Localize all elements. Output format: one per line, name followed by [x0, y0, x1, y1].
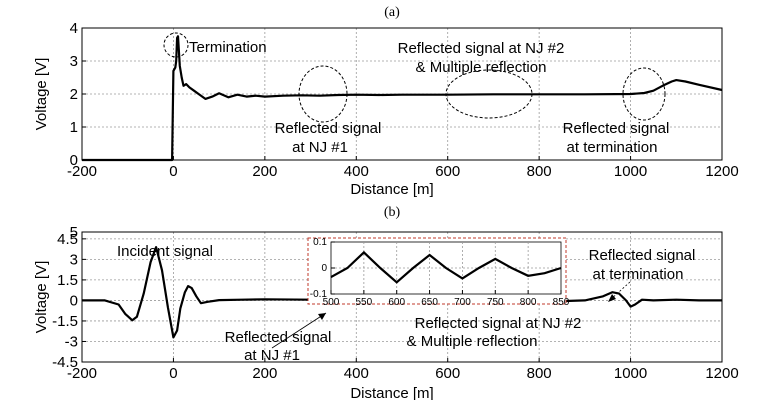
- inset-y-tick-label: 0.1: [313, 237, 327, 248]
- panel-b-x-tick-label: -200: [67, 365, 97, 382]
- panel-a-x-tick-label: 200: [252, 163, 277, 180]
- panel-b-x-tick-label: 600: [435, 365, 460, 382]
- inset-x-tick-label: 750: [487, 297, 504, 308]
- inset-x-tick-label: 650: [421, 297, 438, 308]
- panel-b-y-tick-label: -3: [65, 333, 78, 350]
- panel-b-x-tick-label: 0: [169, 365, 177, 382]
- panel-b-x-tick-label: 400: [344, 365, 369, 382]
- annotation-b-nj1-line2: at NJ #1: [244, 347, 300, 364]
- annotation-b-term-line1: Reflected signal: [589, 247, 696, 264]
- inset-y-ticks: 0.1 0 -0.1: [310, 237, 335, 300]
- panel-a-y-tick-label: 0: [70, 152, 78, 169]
- panel-a-y-tick-label: 3: [70, 53, 78, 70]
- annotation-b-nj2-line1: Reflected signal at NJ #2: [415, 315, 582, 332]
- arrow-nj1: [271, 312, 327, 349]
- panel-b-x-ticks: -200 0 200 400 600 800 1000 1200: [67, 358, 739, 382]
- inset-border: [307, 237, 567, 305]
- annotation-term-line1: Reflected signal: [563, 120, 670, 137]
- inset-x-tick-label: 550: [356, 297, 373, 308]
- nj2-circle: [445, 69, 533, 119]
- annotation-termination: Termination: [189, 39, 267, 56]
- inset-x-tick-label: 500: [323, 297, 340, 308]
- panel-b-y-tick-label: -4.5: [52, 354, 78, 371]
- inset-x-tick-label: 850: [553, 297, 570, 308]
- nj1-circle: [298, 65, 348, 123]
- panel-b: (b) -200 0 200 400 600 800 1000 1200 -4.5 -3 -1.5…: [33, 205, 739, 400]
- panel-b-y-tick-label: 5: [70, 224, 78, 241]
- panel-a-x-tick-label: 0: [169, 163, 177, 180]
- annotation-nj2-line1: Reflected signal at NJ #2: [398, 40, 565, 57]
- panel-b-title: (b): [384, 205, 401, 220]
- panel-b-y-tick-label: -1.5: [52, 313, 78, 330]
- panel-b-x-tick-label: 1200: [705, 365, 738, 382]
- panel-a-x-axis-label: Distance [m]: [350, 181, 433, 198]
- panel-b-y-tick-label: 1.5: [57, 272, 78, 289]
- annotation-nj1-line2: at NJ #1: [292, 139, 348, 156]
- inset-y-tick-label: -0.1: [310, 289, 328, 300]
- panel-a-x-tick-label: 400: [344, 163, 369, 180]
- panel-a-x-tick-label: 600: [435, 163, 460, 180]
- panel-b-series-line: [82, 246, 722, 339]
- inset-x-tick-label: 700: [454, 297, 471, 308]
- panel-a-x-tick-label: 1200: [705, 163, 738, 180]
- panel-a-y-axis-label: Voltage [V]: [33, 58, 50, 131]
- panel-a-title: (a): [384, 5, 400, 20]
- arrow-nj1-head: [318, 313, 326, 320]
- termination-reflection-circle: [622, 67, 666, 121]
- panel-b-y-tick-label: 4.5: [57, 231, 78, 248]
- termination-circle: [163, 32, 189, 58]
- inset-y-tick-label: 0: [321, 263, 327, 274]
- annotation-b-term-line2: at termination: [593, 266, 684, 283]
- panel-b-y-tick-label: 0: [70, 292, 78, 309]
- panel-a-x-tick-label: 800: [527, 163, 552, 180]
- annotation-incident: Incident signal: [117, 243, 213, 260]
- panel-a-x-ticks: -200 0 200 400 600 800 1000 1200: [67, 156, 739, 180]
- panel-a-y-tick-label: 1: [70, 119, 78, 136]
- panel-a-x-tick-label: -200: [67, 163, 97, 180]
- annotation-b-nj2-line2: & Multiple reflection: [407, 333, 538, 350]
- annotation-b-nj1-line1: Reflected signal: [225, 329, 332, 346]
- panel-a-y-tick-label: 4: [70, 20, 78, 37]
- panel-b-x-tick-label: 800: [527, 365, 552, 382]
- inset-x-ticks: 500 550 600 650 700 750 800 850: [323, 290, 570, 308]
- inset-grid: [331, 242, 561, 294]
- annotation-nj2-line2: & Multiple reflection: [416, 59, 547, 76]
- inset-x-tick-label: 800: [520, 297, 537, 308]
- panel-a-y-tick-label: 2: [70, 86, 78, 103]
- panel-b-y-axis-label: Voltage [V]: [33, 261, 50, 334]
- annotation-term-line2: at termination: [567, 139, 658, 156]
- panel-a-series-line: [82, 35, 723, 162]
- arrow-termination-head: [608, 294, 616, 302]
- panel-b-frame: [81, 231, 723, 363]
- panel-b-x-axis-label: Distance [m]: [350, 385, 433, 400]
- inset-x-tick-label: 600: [388, 297, 405, 308]
- panel-b-y-ticks: -4.5 -3 -1.5 0 1.5 3 4.55: [52, 224, 86, 371]
- panel-b-x-tick-label: 200: [252, 365, 277, 382]
- inset-series-line: [330, 250, 562, 284]
- arrow-termination: [609, 281, 631, 301]
- annotation-nj1-line1: Reflected signal: [275, 120, 382, 137]
- panel-b-x-tick-label: 1000: [614, 365, 647, 382]
- panel-b-y-tick-label: 3: [70, 251, 78, 268]
- inset-chart: 500 550 600 650 700 750 800 850 0.1 0 -0.1: [307, 237, 570, 308]
- panel-a-x-tick-label: 1000: [614, 163, 647, 180]
- panel-a-y-ticks: 0 1 2 3 4: [70, 20, 86, 169]
